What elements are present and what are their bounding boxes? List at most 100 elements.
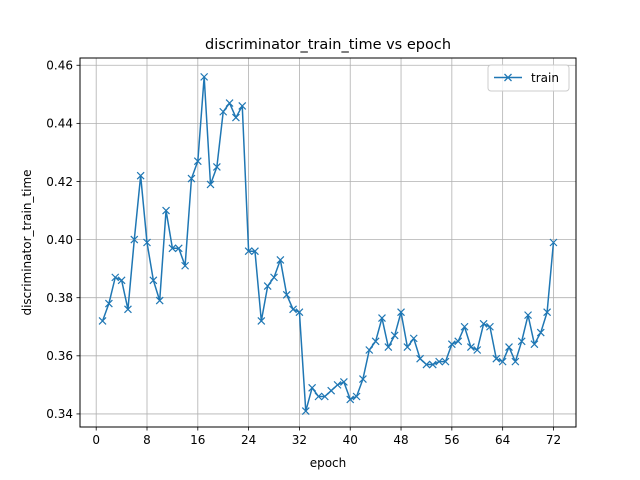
- x-tick-label: 8: [143, 433, 151, 447]
- data-point-marker: [447, 340, 456, 349]
- data-point-marker: [289, 305, 297, 314]
- series-train: [98, 72, 558, 415]
- x-tick-label: 24: [241, 433, 256, 447]
- data-point-marker: [422, 360, 431, 369]
- x-tick-label: 56: [444, 433, 459, 447]
- data-point-marker: [231, 113, 240, 122]
- data-point-marker: [479, 319, 488, 328]
- data-point-marker: [352, 392, 361, 401]
- data-point-marker: [486, 322, 494, 331]
- data-point-marker: [339, 378, 348, 386]
- plot-frame: [79, 57, 577, 428]
- legend-x-marker: [504, 73, 512, 82]
- y-tick-label: 0.34: [46, 407, 73, 421]
- data-point-marker: [124, 305, 132, 314]
- data-point-marker: [530, 340, 539, 349]
- data-point-marker: [505, 343, 513, 352]
- axis-ticks: 0 8 16 24 32 40 48 56 64 72 0.34 0.36 0.38 0.40 0.42 0.…: [46, 59, 561, 447]
- data-point-marker: [498, 357, 507, 366]
- data-point-marker: [276, 256, 285, 264]
- y-tick-label: 0.44: [46, 117, 73, 131]
- data-point-marker: [378, 314, 386, 322]
- data-point-marker: [200, 72, 209, 81]
- data-point-marker: [143, 238, 151, 247]
- data-point-marker: [511, 357, 520, 366]
- data-point-marker: [536, 328, 545, 337]
- data-point-marker: [130, 235, 139, 244]
- data-point-marker: [181, 261, 190, 270]
- data-point-marker: [270, 273, 278, 282]
- legend: train: [487, 64, 570, 92]
- data-point-marker: [403, 343, 412, 352]
- data-point-marker: [263, 282, 272, 291]
- data-point-marker: [428, 360, 437, 369]
- data-point-marker: [454, 337, 463, 346]
- x-axis-label: epoch: [310, 456, 347, 470]
- x-tick-label: 48: [393, 433, 408, 447]
- data-point-marker: [301, 407, 310, 415]
- x-tick-label: 72: [546, 433, 561, 447]
- data-point-marker: [155, 296, 164, 305]
- data-point-marker: [136, 171, 145, 180]
- data-point-marker: [149, 276, 158, 285]
- data-point-marker: [308, 383, 317, 392]
- data-point-marker: [397, 308, 405, 317]
- data-point-marker: [168, 244, 177, 253]
- data-point-marker: [460, 322, 469, 331]
- data-point-marker: [517, 337, 526, 346]
- data-point-marker: [219, 107, 228, 116]
- data-point-marker: [174, 244, 183, 253]
- y-tick-label: 0.40: [46, 233, 73, 247]
- data-point-marker: [251, 247, 259, 256]
- y-tick-label: 0.46: [46, 59, 73, 73]
- x-tick-label: 40: [343, 433, 358, 447]
- data-point-marker: [238, 102, 247, 110]
- data-point-marker: [98, 317, 107, 325]
- data-point-marker: [524, 311, 532, 320]
- y-axis-label: discriminator_train_time: [20, 169, 34, 315]
- data-point-marker: [390, 331, 399, 340]
- y-tick-label: 0.38: [46, 291, 73, 305]
- data-point-marker: [416, 354, 425, 363]
- data-point-marker: [384, 343, 393, 352]
- legend-label-train: train: [531, 71, 559, 85]
- data-point-marker: [212, 163, 221, 171]
- data-point-marker: [441, 357, 450, 366]
- data-point-marker: [365, 346, 374, 354]
- y-tick-label: 0.42: [46, 175, 73, 189]
- y-tick-label: 0.36: [46, 349, 73, 363]
- data-point-marker: [206, 180, 215, 189]
- x-tick-label: 16: [190, 433, 205, 447]
- data-point-marker: [371, 337, 380, 346]
- data-point-marker: [333, 380, 342, 389]
- data-point-marker: [473, 346, 482, 354]
- data-point-marker: [435, 357, 444, 366]
- x-tick-label: 32: [292, 433, 307, 447]
- data-point-marker: [257, 317, 266, 325]
- data-point-marker: [225, 99, 234, 107]
- data-point-marker: [409, 334, 418, 343]
- x-tick-label: 64: [495, 433, 510, 447]
- data-point-marker: [117, 276, 126, 285]
- legend-box: [487, 64, 570, 92]
- chart-title: discriminator_train_time vs epoch: [205, 37, 451, 53]
- data-point-marker: [314, 392, 323, 401]
- data-point-marker: [193, 157, 202, 166]
- data-point-marker: [282, 290, 291, 299]
- data-point-marker: [466, 343, 475, 352]
- data-point-marker: [104, 299, 113, 308]
- data-point-marker: [162, 206, 170, 215]
- data-point-marker: [346, 395, 355, 404]
- data-point-marker: [111, 273, 120, 282]
- data-point-marker: [543, 308, 552, 317]
- data-point-marker: [244, 247, 253, 256]
- data-point-marker: [492, 354, 501, 363]
- data-point-marker: [295, 308, 304, 317]
- data-point-marker: [187, 174, 196, 183]
- data-point-marker: [549, 238, 558, 247]
- data-point-marker: [320, 392, 329, 401]
- data-point-marker: [359, 375, 367, 383]
- data-point-marker: [327, 386, 336, 395]
- x-tick-label: 0: [92, 433, 100, 447]
